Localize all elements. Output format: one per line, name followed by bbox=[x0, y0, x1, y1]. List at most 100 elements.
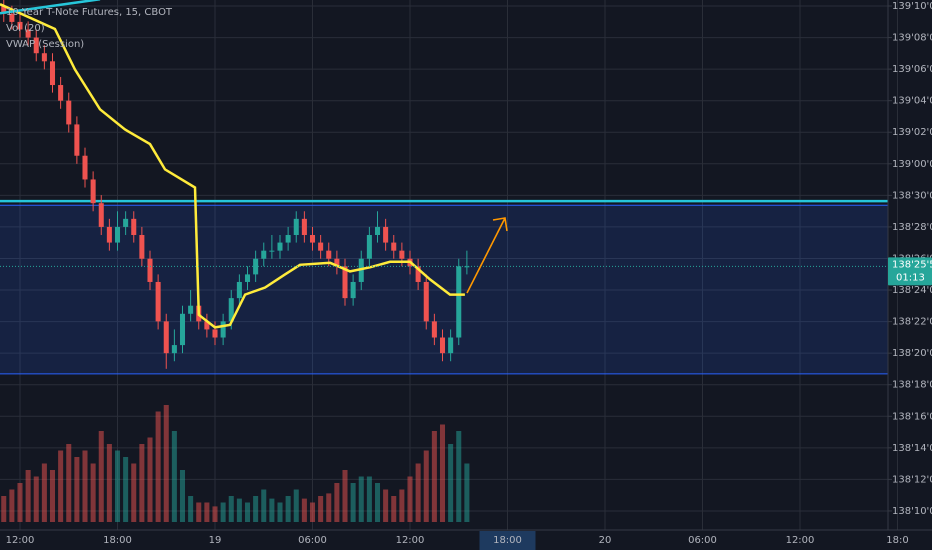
time-highlight bbox=[479, 531, 536, 550]
candle-body bbox=[228, 298, 234, 322]
y-tick-label: 138'12'0 bbox=[892, 474, 932, 485]
countdown-label: 01:13 bbox=[896, 272, 925, 283]
candle-body bbox=[318, 242, 324, 251]
candle-body bbox=[366, 235, 372, 259]
trend-line bbox=[0, 0, 101, 15]
y-tick-label: 139'02'0 bbox=[892, 127, 932, 138]
candle-body bbox=[147, 258, 153, 282]
volume-bar bbox=[399, 489, 405, 522]
y-tick-label: 138'16'0 bbox=[892, 411, 932, 422]
candle-body bbox=[415, 266, 421, 282]
candle-body bbox=[374, 226, 381, 236]
volume-bar bbox=[98, 431, 104, 522]
x-tick-label: 18:00 bbox=[493, 535, 522, 546]
volume-bar bbox=[171, 431, 177, 522]
volume-bar bbox=[9, 489, 15, 522]
candle-body bbox=[1, 6, 7, 14]
volume-bar bbox=[220, 502, 226, 522]
candle-body bbox=[309, 235, 316, 243]
candle-body bbox=[74, 124, 80, 156]
x-tick-label: 18:00 bbox=[103, 535, 132, 546]
candle-body bbox=[293, 218, 299, 236]
candle-body bbox=[17, 21, 23, 30]
candle-body bbox=[431, 321, 437, 338]
volume-bar bbox=[342, 470, 348, 522]
volume-bar bbox=[293, 489, 299, 522]
candle-body bbox=[49, 61, 56, 86]
volume-bar bbox=[448, 444, 454, 522]
volume-bar bbox=[155, 411, 161, 522]
candle-body bbox=[423, 281, 429, 322]
candle-body bbox=[236, 281, 242, 299]
legend-title: 10 Year T-Note Futures, 15, CBOT bbox=[6, 7, 173, 18]
y-tick-label: 138'22'0 bbox=[892, 317, 932, 328]
x-tick-label: 06:00 bbox=[298, 535, 327, 546]
candle-body bbox=[139, 235, 145, 259]
volume-bar bbox=[131, 463, 137, 522]
legend-vwap: VWAP (Session) bbox=[6, 39, 84, 50]
x-tick-label: 20 bbox=[599, 535, 612, 546]
volume-bar bbox=[163, 405, 169, 522]
y-tick-label: 139'06'0 bbox=[892, 64, 932, 75]
legend: 10 Year T-Note Futures, 15, CBOT Vol (20… bbox=[6, 7, 173, 50]
volume-bar bbox=[407, 476, 413, 522]
volume-bar bbox=[74, 457, 80, 522]
volume-bar bbox=[301, 498, 307, 522]
volume-bar bbox=[204, 502, 210, 522]
candle-body bbox=[244, 274, 251, 282]
candle-body bbox=[9, 13, 15, 22]
volume-bar bbox=[58, 450, 64, 522]
candle-body bbox=[163, 321, 169, 354]
candle-body bbox=[98, 203, 104, 227]
candle-body bbox=[383, 226, 389, 243]
volume-bar bbox=[350, 483, 356, 522]
candle-body bbox=[448, 337, 454, 354]
arrow-head bbox=[492, 217, 508, 232]
candle-body bbox=[106, 226, 112, 243]
candle-body bbox=[179, 313, 186, 346]
y-tick-label: 139'04'0 bbox=[892, 96, 932, 107]
candle-body bbox=[269, 250, 275, 252]
candle-body bbox=[123, 218, 129, 227]
volume-bar bbox=[431, 431, 437, 522]
volume-bar bbox=[49, 470, 56, 522]
legend-volume: Vol (20) bbox=[6, 23, 45, 34]
volume-bar bbox=[66, 444, 72, 522]
y-tick-label: 138'20'0 bbox=[892, 348, 932, 359]
volume-bar bbox=[277, 502, 283, 522]
candle-body bbox=[82, 155, 88, 180]
candle-body bbox=[114, 226, 121, 243]
candle-body bbox=[342, 266, 348, 299]
candle-body bbox=[285, 235, 291, 243]
volume-bar bbox=[383, 489, 389, 522]
arrow-shaft bbox=[466, 217, 506, 294]
y-tick-label: 138'28'0 bbox=[892, 222, 932, 233]
volume-bar bbox=[90, 463, 96, 522]
volume-bar bbox=[212, 506, 218, 522]
y-tick-label: 138'10'0 bbox=[892, 506, 932, 517]
x-tick-label: 12:00 bbox=[786, 535, 815, 546]
y-tick-label: 139'10'0 bbox=[892, 1, 932, 12]
candle-body bbox=[391, 242, 397, 251]
y-tick-label: 139'00'0 bbox=[892, 159, 932, 170]
volume-bar bbox=[261, 489, 267, 522]
candle-body bbox=[33, 37, 39, 54]
volume-bar bbox=[106, 444, 112, 522]
volume-bar bbox=[244, 502, 251, 522]
y-tick-label: 138'24'0 bbox=[892, 285, 932, 296]
volume-bar bbox=[25, 470, 31, 522]
last-price-label: 138'25'5 bbox=[892, 259, 932, 270]
volume-bar bbox=[196, 502, 202, 522]
volume-bar bbox=[309, 502, 316, 522]
volume-bar bbox=[439, 424, 446, 522]
volume-bar bbox=[139, 444, 145, 522]
candle-body bbox=[439, 337, 446, 354]
candle-body bbox=[326, 250, 332, 259]
axes: 139'10'0 139'08'0 139'06'0 139'04'0 139'02'0… bbox=[6, 1, 932, 550]
y-tick-label: 138'18'0 bbox=[892, 380, 932, 391]
y-tick-label: 139'08'0 bbox=[892, 33, 932, 44]
x-tick-label: 12:00 bbox=[6, 535, 35, 546]
x-tick-label: 19 bbox=[209, 535, 222, 546]
